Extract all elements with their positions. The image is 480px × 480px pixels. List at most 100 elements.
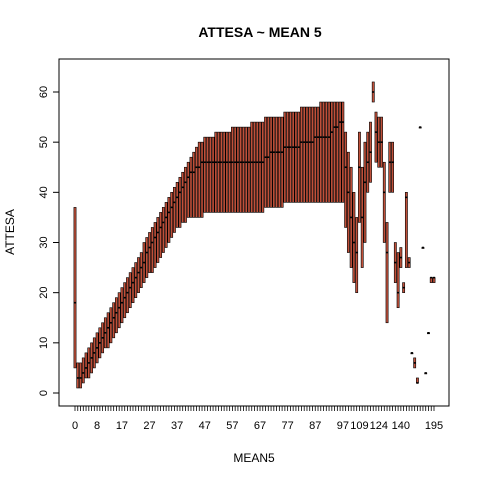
box-81 xyxy=(297,111,301,203)
box-22 xyxy=(134,262,138,298)
box-145 xyxy=(404,192,408,268)
box-82 xyxy=(300,106,303,203)
plot-frame xyxy=(58,58,450,407)
box-78 xyxy=(288,111,292,203)
box-24 xyxy=(139,252,143,288)
box-57 xyxy=(231,126,234,213)
x-tick-label: 87 xyxy=(309,420,321,432)
x-tick-label: 8 xyxy=(94,420,100,432)
box-49 xyxy=(208,136,212,213)
x-tick-label: 77 xyxy=(282,420,294,432)
box-35 xyxy=(170,192,174,238)
box-86 xyxy=(311,106,314,203)
box-85 xyxy=(308,106,312,203)
y-tick-label: 0 xyxy=(38,390,50,396)
y-tick-label: 20 xyxy=(38,287,50,299)
box-90 xyxy=(322,101,325,203)
box-39 xyxy=(181,171,185,223)
x-axis: 0 8 17 27 37 47 57 67 77 87 97 109 124 140 195 xyxy=(72,405,443,432)
y-tick-label: 10 xyxy=(38,337,50,349)
box-60 xyxy=(239,126,243,213)
box-105 xyxy=(352,192,356,283)
box-66 xyxy=(255,121,259,213)
box-88 xyxy=(316,106,320,203)
box-21 xyxy=(131,267,135,304)
box-36 xyxy=(173,187,176,233)
box-44 xyxy=(195,146,198,218)
box-27 xyxy=(148,232,151,273)
box-87 xyxy=(313,106,317,203)
box-0 xyxy=(73,207,77,369)
box-76 xyxy=(283,111,287,203)
box-55 xyxy=(225,131,229,213)
box-63 xyxy=(247,126,251,213)
box-4 xyxy=(84,352,88,379)
x-tick-label: 109 xyxy=(350,420,368,432)
box-18 xyxy=(123,282,127,319)
box-84 xyxy=(305,106,309,203)
box-68 xyxy=(261,121,265,213)
box-34 xyxy=(167,197,171,243)
box-79 xyxy=(291,111,295,203)
box-89 xyxy=(319,101,323,203)
box-130 xyxy=(385,222,389,324)
box-32 xyxy=(161,207,165,253)
box-132 xyxy=(388,141,392,193)
box-28 xyxy=(150,227,154,273)
x-tick-label: 57 xyxy=(226,420,238,432)
box-12 xyxy=(106,312,110,349)
y-tick-label: 60 xyxy=(38,86,50,98)
box-37 xyxy=(175,182,179,228)
box-56 xyxy=(228,131,232,213)
box-41 xyxy=(186,161,190,218)
box-75 xyxy=(280,116,284,208)
box-113 xyxy=(363,141,367,243)
x-tick-label: 195 xyxy=(425,420,443,432)
box-96 xyxy=(338,101,342,203)
y-axis-label: ATTESA xyxy=(3,209,17,255)
box-77 xyxy=(286,111,290,203)
box-17 xyxy=(120,287,124,324)
box-73 xyxy=(275,116,278,208)
box-101 xyxy=(346,151,350,253)
box-14 xyxy=(112,302,116,339)
box-92 xyxy=(327,101,331,203)
y-tick-label: 30 xyxy=(38,236,50,248)
box-16 xyxy=(117,292,121,329)
box-19 xyxy=(126,277,129,314)
box-74 xyxy=(277,116,281,208)
box-67 xyxy=(258,121,262,213)
box-61 xyxy=(242,126,245,213)
box-99 xyxy=(344,131,348,228)
box-83 xyxy=(302,106,306,203)
box-42 xyxy=(189,156,193,218)
box-26 xyxy=(145,237,149,278)
box-70 xyxy=(266,116,270,208)
x-tick-label: 17 xyxy=(116,420,128,432)
box-48 xyxy=(206,136,209,213)
box-97 xyxy=(341,101,345,203)
box-layer xyxy=(73,81,436,389)
box-33 xyxy=(164,202,168,248)
box-93 xyxy=(330,101,334,203)
box-80 xyxy=(294,111,298,203)
box-58 xyxy=(233,126,237,213)
box-15 xyxy=(115,297,118,334)
box-69 xyxy=(264,116,267,208)
box-38 xyxy=(178,176,182,228)
y-axis: 0 10 20 30 40 50 60 xyxy=(38,86,60,396)
box-51 xyxy=(214,131,218,213)
x-tick-label: 0 xyxy=(72,420,78,432)
box-40 xyxy=(184,166,187,223)
box-31 xyxy=(159,212,163,258)
box-53 xyxy=(219,131,223,213)
box-29 xyxy=(153,222,157,268)
box-62 xyxy=(244,126,248,213)
x-tick-label: 124 xyxy=(370,420,388,432)
x-tick-label: 97 xyxy=(337,420,349,432)
box-138 xyxy=(396,252,400,309)
box-1 xyxy=(76,362,80,389)
box-3 xyxy=(81,357,85,384)
box-109 xyxy=(358,131,361,223)
